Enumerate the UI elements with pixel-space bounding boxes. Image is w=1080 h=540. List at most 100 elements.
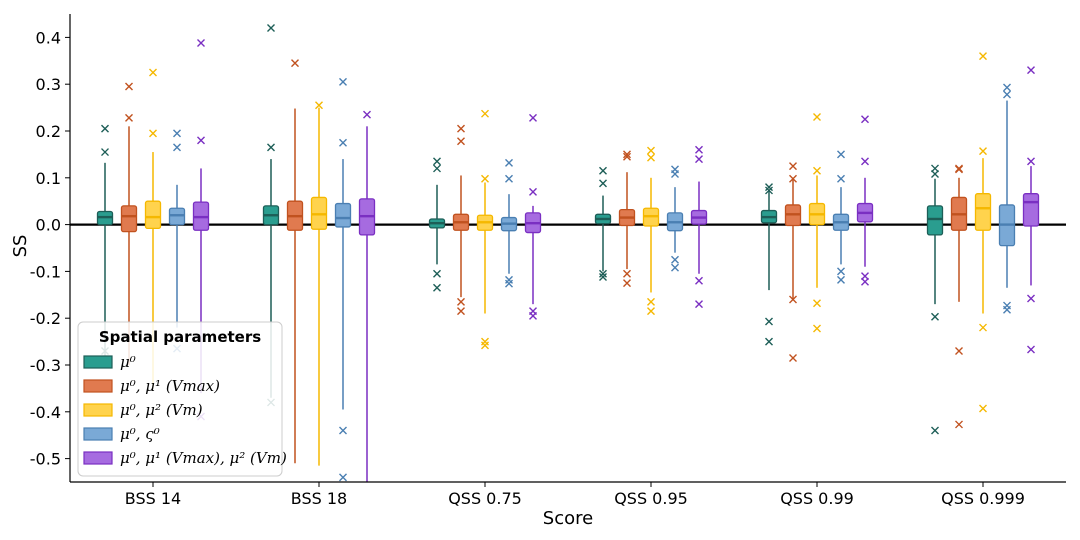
outlier-marker: [671, 255, 679, 264]
outlier-marker: [837, 275, 845, 284]
box-2-1: [452, 124, 470, 316]
outlier-marker: [599, 179, 607, 188]
box-3-4: [690, 145, 708, 309]
box-body: [926, 205, 944, 236]
x-tick-label: QSS 0.99: [780, 489, 854, 508]
outlier-marker: [339, 473, 347, 482]
legend-label: μ⁰, ς⁰: [120, 425, 160, 443]
outlier-marker: [433, 269, 441, 278]
legend: Spatial parameters μ⁰ μ⁰, μ¹ (Vmax) μ⁰, μ² …: [77, 321, 287, 477]
y-tick-label: 0.3: [36, 75, 61, 94]
y-tick-label: -0.5: [30, 450, 61, 469]
outlier-marker: [1003, 83, 1011, 92]
outlier-marker: [765, 186, 773, 195]
outlier-marker: [813, 299, 821, 308]
box-4-0: [760, 183, 778, 346]
outlier-marker: [979, 323, 987, 332]
outlier-marker: [813, 112, 821, 121]
outlier-marker: [457, 297, 465, 306]
legend-swatch: [83, 355, 113, 369]
legend-swatch: [83, 427, 113, 441]
outlier-marker: [339, 426, 347, 435]
outlier-marker: [505, 158, 513, 167]
y-tick-label: -0.3: [30, 356, 61, 375]
outlier-marker: [647, 297, 655, 306]
outlier-marker: [623, 279, 631, 288]
box-5-0: [926, 164, 944, 435]
outlier-marker: [481, 109, 489, 118]
outlier-marker: [671, 170, 679, 179]
outlier-marker: [695, 276, 703, 285]
outlier-marker: [173, 143, 181, 152]
outlier-marker: [813, 166, 821, 175]
x-tick-label: QSS 0.75: [448, 489, 522, 508]
outlier-marker: [197, 39, 205, 48]
box-4-3: [832, 150, 850, 284]
box-1-1: [286, 59, 304, 464]
box-5-2: [974, 52, 992, 413]
outlier-marker: [789, 174, 797, 183]
outlier-marker: [789, 353, 797, 362]
outlier-marker: [315, 101, 323, 110]
box-3-0: [594, 166, 612, 282]
box-5-3: [998, 83, 1016, 314]
outlier-marker: [149, 129, 157, 138]
box-5-4: [1022, 66, 1040, 354]
box-1-4: [358, 110, 376, 482]
outlier-marker: [1027, 294, 1035, 303]
outlier-marker: [861, 157, 869, 166]
legend-label: μ⁰, μ¹ (Vmax), μ² (Vm): [120, 449, 287, 467]
axes: 0.4 0.3 0.2 0.1 0.0 -0.1 -0.2 -0.3 -0.4 -0.5 BSS 1…: [30, 14, 1066, 508]
outlier-marker: [861, 277, 869, 286]
outlier-marker: [433, 164, 441, 173]
y-tick-label: -0.1: [30, 262, 61, 281]
box-body: [120, 205, 138, 233]
outlier-marker: [291, 59, 299, 68]
outlier-marker: [979, 404, 987, 413]
outlier-marker: [647, 153, 655, 162]
outlier-marker: [955, 346, 963, 355]
x-tick-label: BSS 18: [291, 489, 347, 508]
outlier-marker: [955, 420, 963, 429]
box-body: [974, 193, 992, 231]
outlier-marker: [481, 341, 489, 350]
box-3-3: [666, 165, 684, 272]
box-3-2: [642, 146, 660, 316]
outlier-marker: [623, 269, 631, 278]
outlier-marker: [599, 269, 607, 278]
outlier-marker: [765, 337, 773, 346]
box-2-0: [428, 157, 446, 292]
outlier-marker: [197, 136, 205, 145]
legend-label: μ⁰, μ¹ (Vmax): [120, 377, 220, 395]
outlier-marker: [623, 152, 631, 161]
outlier-marker: [457, 307, 465, 316]
outlier-marker: [599, 166, 607, 175]
outlier-marker: [363, 110, 371, 119]
outlier-marker: [457, 124, 465, 133]
outlier-marker: [695, 155, 703, 164]
outlier-marker: [505, 174, 513, 183]
outlier-marker: [813, 324, 821, 333]
outlier-marker: [149, 68, 157, 77]
box-body: [1022, 193, 1040, 227]
outlier-marker: [481, 174, 489, 183]
x-tick-label: QSS 0.999: [941, 489, 1025, 508]
outlier-marker: [529, 187, 537, 196]
outlier-marker: [267, 143, 275, 152]
outlier-marker: [765, 317, 773, 326]
outlier-marker: [339, 138, 347, 147]
outlier-marker: [505, 275, 513, 284]
outlier-marker: [931, 312, 939, 321]
x-tick-label: BSS 14: [125, 489, 181, 508]
outlier-marker: [979, 147, 987, 156]
outlier-marker: [1027, 157, 1035, 166]
box-4-2: [808, 112, 826, 333]
outlier-marker: [837, 267, 845, 276]
outlier-marker: [695, 145, 703, 154]
outlier-marker: [1003, 90, 1011, 99]
outlier-marker: [125, 113, 133, 122]
outlier-marker: [433, 157, 441, 166]
outlier-marker: [1027, 345, 1035, 354]
x-tick-label: QSS 0.95: [614, 489, 688, 508]
